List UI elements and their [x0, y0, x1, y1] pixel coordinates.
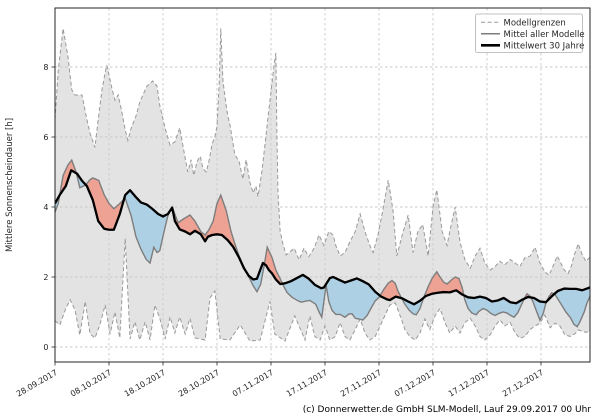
gridlines: [55, 8, 590, 362]
model-mean-line: [55, 158, 590, 328]
x-tick-label: 08.10.2017: [69, 368, 113, 399]
y-tick-label: 4: [43, 203, 48, 212]
x-tick-label: 07.11.2017: [231, 368, 275, 399]
y-tick-label: 0: [43, 343, 48, 352]
axes-box: [54, 7, 591, 363]
model-range-envelope: [55, 28, 590, 342]
x-tick-label: 27.11.2017: [339, 368, 383, 399]
x-tick-label: 07.12.2017: [393, 368, 437, 399]
legend-label: Mittelwert 30 Jahre: [504, 41, 585, 51]
x-tick-label: 17.11.2017: [285, 368, 329, 399]
y-tick-label: 6: [43, 133, 48, 142]
tick-marks: [51, 66, 542, 366]
plot-area: [55, 8, 590, 362]
y-tick-label: 2: [43, 273, 48, 282]
climate-mean-30y-line: [55, 169, 590, 306]
x-tick-label: 28.10.2017: [177, 368, 221, 399]
caption: (c) Donnerwetter.de GmbH SLM-Modell, Lau…: [303, 405, 592, 415]
upper-model-bound-line: [55, 28, 590, 277]
x-tick-label: 17.12.2017: [447, 368, 491, 399]
legend-label: Mittel aller Modelle: [504, 30, 585, 40]
x-tick-label: 18.10.2017: [123, 368, 167, 399]
legend: Modellgrenzen Mittel aller ModelleMittelw…: [475, 13, 585, 53]
x-tick-label: 28.09.2017: [15, 368, 59, 399]
legend-label: Modellgrenzen: [504, 18, 566, 28]
legend-box: [475, 13, 583, 53]
x-tick-label: 27.12.2017: [501, 368, 545, 399]
y-tick-label: 8: [43, 63, 48, 72]
lower-model-bound-line: [55, 238, 590, 342]
y-axis-label: Mittlere Sonnenscheindauer [h]: [5, 118, 15, 252]
